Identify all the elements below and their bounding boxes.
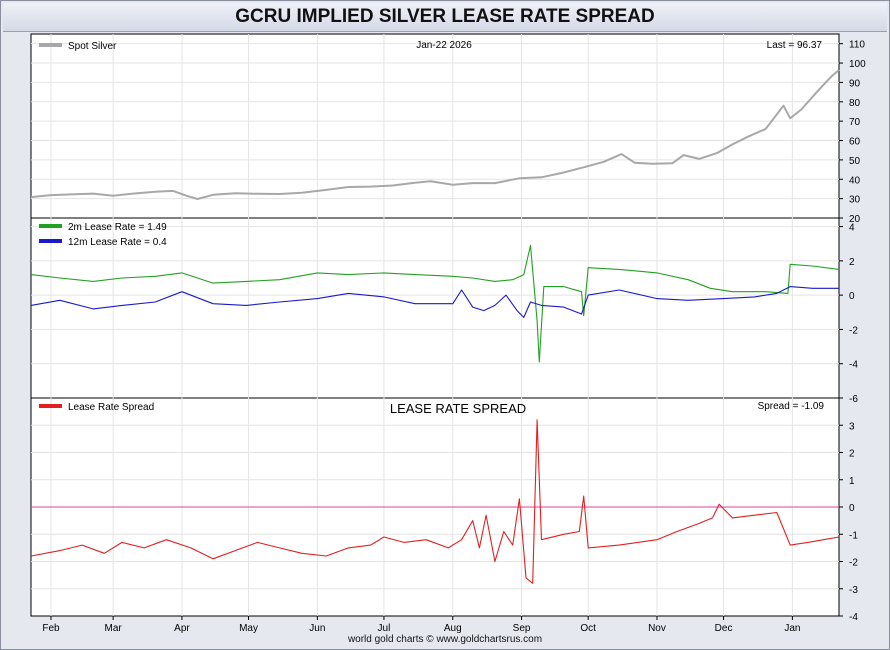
series-layer [30,69,840,584]
series-line-spot-silver-0 [30,69,840,200]
xtick-label-1: Mar [105,623,123,634]
spread-value-label: Spread = -1.09 [758,401,825,412]
xtick-label-11: Jan [784,623,800,634]
ticks-layer: 20 30 40 50 60 70 80 90 100 110 -6 -4 -2 0 2 4 -4 -3 -2 -1 0… [42,40,866,634]
ytick-label-lease-rates-4: 2 [849,257,855,268]
xtick-label-4: Jun [309,623,325,634]
ytick-label-spread-4: 0 [849,503,855,514]
xtick-label-9: Nov [648,623,666,634]
ytick-label-lease-rates-2: -2 [849,325,858,336]
page-title: GCRU IMPLIED SILVER LEASE RATE SPREAD [235,6,655,27]
ytick-label-spread-5: 1 [849,476,855,487]
ytick-label-spread-3: -1 [849,530,858,541]
ytick-label-spot-silver-4: 60 [849,137,861,148]
xtick-label-3: May [239,623,258,634]
xtick-label-2: Apr [174,623,190,634]
series-line-spread-0 [30,419,840,584]
legend-label-12m-lease: 12m Lease Rate = 0.4 [68,237,167,248]
xtick-label-8: Oct [580,623,596,634]
grid-layer [31,34,839,616]
legend-label-spread: Lease Rate Spread [68,402,154,413]
panel-lease-rates-bg [30,217,840,399]
title-bar: GCRU IMPLIED SILVER LEASE RATE SPREAD [3,3,887,32]
ytick-label-spread-1: -3 [849,585,858,596]
date-label: Jan-22 2026 [416,40,472,51]
ytick-label-lease-rates-1: -4 [849,360,858,371]
ytick-label-spread-0: -4 [849,612,858,623]
ytick-label-spot-silver-8: 100 [849,59,866,70]
ytick-label-spot-silver-6: 80 [849,98,861,109]
xtick-label-10: Dec [715,623,733,634]
xtick-label-0: Feb [42,623,60,634]
xtick-label-5: Jul [378,623,391,634]
ytick-label-spot-silver-9: 110 [849,40,865,51]
xtick-label-7: Sep [513,623,531,634]
ytick-label-spot-silver-3: 50 [849,156,861,167]
legend-label-spot-silver: Spot Silver [68,41,117,52]
ytick-label-spot-silver-7: 90 [849,78,861,89]
series-line-lease-rates-0 [30,244,840,363]
credit-text: world gold charts © www.goldchartsrus.co… [347,634,543,645]
ytick-label-lease-rates-3: 0 [849,291,855,302]
ytick-label-spot-silver-2: 40 [849,175,861,186]
panel-title-spread: LEASE RATE SPREAD [390,401,526,416]
ytick-label-lease-rates-5: 4 [849,223,855,234]
ytick-label-spot-silver-0: 20 [849,214,861,225]
ytick-label-spread-7: 3 [849,421,855,432]
panel-spot-silver-bg [30,33,840,219]
legend-label-2m-lease: 2m Lease Rate = 1.49 [68,222,167,233]
series-line-lease-rates-1 [30,286,839,318]
ytick-label-lease-rates-0: -6 [849,394,858,405]
ytick-label-spread-6: 2 [849,449,855,460]
ytick-label-spot-silver-1: 30 [849,195,861,206]
last-value-label: Last = 96.37 [767,40,823,51]
xtick-label-6: Aug [444,623,462,634]
ytick-label-spot-silver-5: 70 [849,117,861,128]
ytick-label-spread-2: -2 [849,558,858,569]
